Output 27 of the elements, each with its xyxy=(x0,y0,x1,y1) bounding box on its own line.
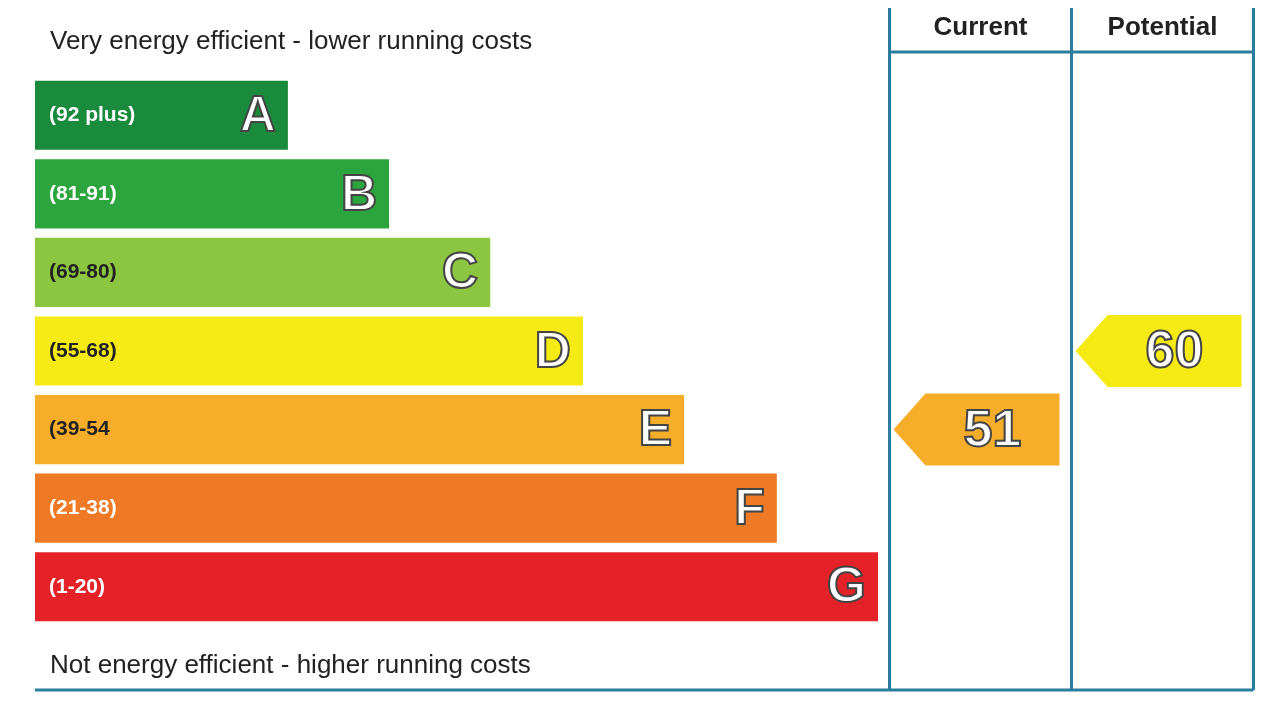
bar xyxy=(35,237,491,307)
text: Not energy efficient - higher running costs xyxy=(50,649,531,680)
category-label: Potential xyxy=(1107,11,1218,42)
annotation: (21-38) xyxy=(49,494,117,518)
data-label: 60 xyxy=(1145,320,1204,379)
y-tick-label: E xyxy=(638,400,673,457)
y-tick-label: C xyxy=(442,243,479,300)
annotation: (55-68) xyxy=(49,337,117,361)
bar xyxy=(35,80,288,150)
annotation: (1-20) xyxy=(49,573,106,597)
annotation: (39-54 xyxy=(49,416,111,440)
bar xyxy=(35,473,777,543)
data-label: 51 xyxy=(963,398,1022,457)
annotation: (92 plus) xyxy=(49,102,136,126)
bar xyxy=(35,552,878,622)
y-tick-label: B xyxy=(340,164,378,221)
annotation: (81-91) xyxy=(49,180,117,204)
category-label: Current xyxy=(933,11,1028,42)
bar xyxy=(35,159,390,229)
y-tick-label: G xyxy=(827,557,866,614)
chart-title: Very energy efficient - lower running costs xyxy=(50,25,533,56)
bar xyxy=(35,395,685,465)
y-tick-label: F xyxy=(734,478,765,535)
y-tick-label: D xyxy=(534,321,571,378)
y-tick-label: A xyxy=(239,86,276,143)
bar xyxy=(35,316,583,386)
annotation: (69-80) xyxy=(49,259,117,283)
